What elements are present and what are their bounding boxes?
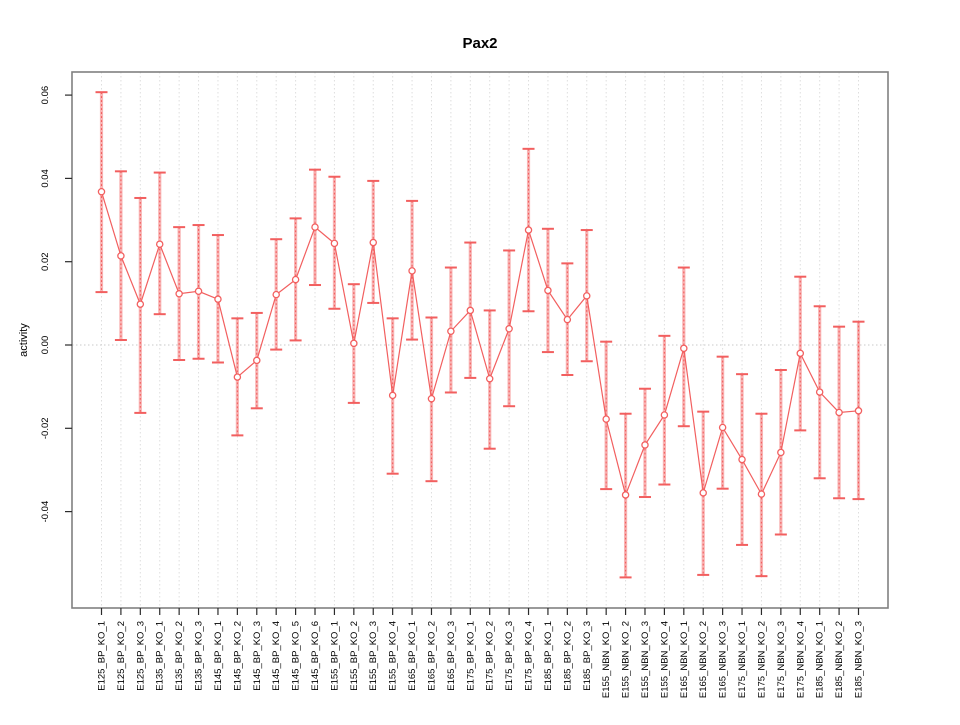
data-point-marker [369,238,377,247]
data-point-marker [330,239,339,248]
x-tick-label: E135_BP_KO_3 [194,621,205,691]
data-point-marker [466,306,475,315]
x-tick-label: E175_NBN_KO_2 [756,621,767,698]
x-tick-label: E155_NBN_KO_3 [640,621,651,698]
data-point-marker [777,448,785,457]
y-tick-label: -0.04 [40,501,51,523]
data-point-marker [136,300,145,308]
data-point-marker [253,356,261,365]
x-tick-label: E185_BP_KO_2 [562,621,573,691]
data-point-marker [505,325,513,333]
plot-border [71,71,889,609]
plot-area: 0.06 0.04 0.02 0.00 -0.02 -0.04 E125_BP_KO_1 E1… [40,71,889,698]
x-tick-label: E155_BP_KO_2 [349,621,360,691]
data-point-marker [835,408,843,417]
x-tick-label: E155_BP_KO_4 [388,621,399,691]
data-point-marker [447,327,455,336]
data-point-marker [602,415,610,423]
x-tick-label: E165_NBN_KO_3 [718,621,729,698]
x-tick-label: E145_BP_KO_5 [291,621,302,691]
data-point-marker [660,411,669,419]
x-tick-label: E175_BP_KO_4 [524,621,535,691]
x-tick-label: E135_BP_KO_1 [155,621,166,691]
data-point-marker [815,388,824,396]
data-point-marker [194,287,203,296]
data-point-marker [155,240,164,248]
y-axis-label: activity [18,323,30,357]
x-tick-label: E125_BP_KO_3 [135,621,146,691]
x-tick-label: E175_NBN_KO_3 [776,621,787,698]
y-tick-label: 0.04 [40,169,51,188]
data-point-marker [97,187,106,196]
data-point-marker [718,423,727,432]
data-point-marker [408,267,416,275]
data-point-marker [563,315,572,324]
x-tick-label: E185_NBN_KO_1 [815,621,826,698]
data-point-marker [524,226,533,234]
x-tick-label: E145_BP_KO_2 [232,621,243,691]
x-tick-label: E165_NBN_KO_1 [679,621,690,698]
x-tick-label: E175_NBN_KO_4 [795,621,806,698]
x-tick-label: E165_BP_KO_1 [407,621,418,691]
x-tick-label: E185_NBN_KO_2 [834,621,845,698]
x-tick-label: E175_NBN_KO_1 [737,621,748,698]
x-tick-label: E125_BP_KO_2 [116,621,127,691]
x-tick-label: E155_NBN_KO_4 [659,621,670,698]
x-tick-label: E155_NBN_KO_2 [621,621,632,698]
x-tick-label: E145_BP_KO_3 [252,621,263,691]
x-tick-label: E155_NBN_KO_1 [601,621,612,698]
y-tick-label: 0.02 [40,252,51,271]
x-tick-label: E155_BP_KO_3 [368,621,379,691]
data-point-marker [544,286,552,295]
data-point-marker [641,441,649,449]
x-tick-label: E175_BP_KO_2 [485,621,496,691]
y-tick-label: -0.02 [40,417,51,439]
x-tick-label: E185_BP_KO_3 [582,621,593,691]
data-point-marker [854,407,863,415]
data-point-marker [680,344,688,353]
x-tick-label: E165_BP_KO_2 [426,621,437,691]
x-tick-label: E175_BP_KO_3 [504,621,515,691]
data-point-marker [233,373,242,381]
data-point-marker [117,252,125,260]
data-point-marker [350,339,358,348]
data-point-marker [175,290,183,298]
data-point-marker [272,290,280,299]
data-point-marker [757,490,766,498]
data-series-line [100,191,859,497]
y-tick-label: 0.06 [40,86,51,105]
data-point-marker [738,455,746,464]
data-point-marker [291,275,300,284]
x-tick-label: E185_BP_KO_1 [543,621,554,691]
x-tick-label: E135_BP_KO_2 [174,621,185,691]
data-point-marker [485,374,494,383]
x-tick-label: E145_BP_KO_6 [310,621,321,691]
x-tick-label: E175_BP_KO_1 [465,621,476,691]
data-point-marker [621,491,630,499]
data-point-marker [583,292,591,300]
data-point-marker [311,223,319,231]
data-point-marker [214,295,222,303]
chart-title: Pax2 [462,35,497,52]
x-tick-label: E165_BP_KO_3 [446,621,457,691]
data-point-marker [796,349,805,358]
x-tick-label: E145_BP_KO_4 [271,621,282,691]
x-tick-label: E185_NBN_KO_3 [854,621,865,698]
x-tick-label: E155_BP_KO_1 [329,621,340,691]
x-tick-label: E165_NBN_KO_2 [698,621,709,698]
y-tick-label: 0.00 [40,336,51,355]
data-point-marker [427,394,436,403]
x-tick-label: E145_BP_KO_1 [213,621,224,691]
data-point-marker [699,489,707,497]
x-tick-label: E125_BP_KO_1 [97,621,108,691]
data-point-marker [388,391,397,400]
